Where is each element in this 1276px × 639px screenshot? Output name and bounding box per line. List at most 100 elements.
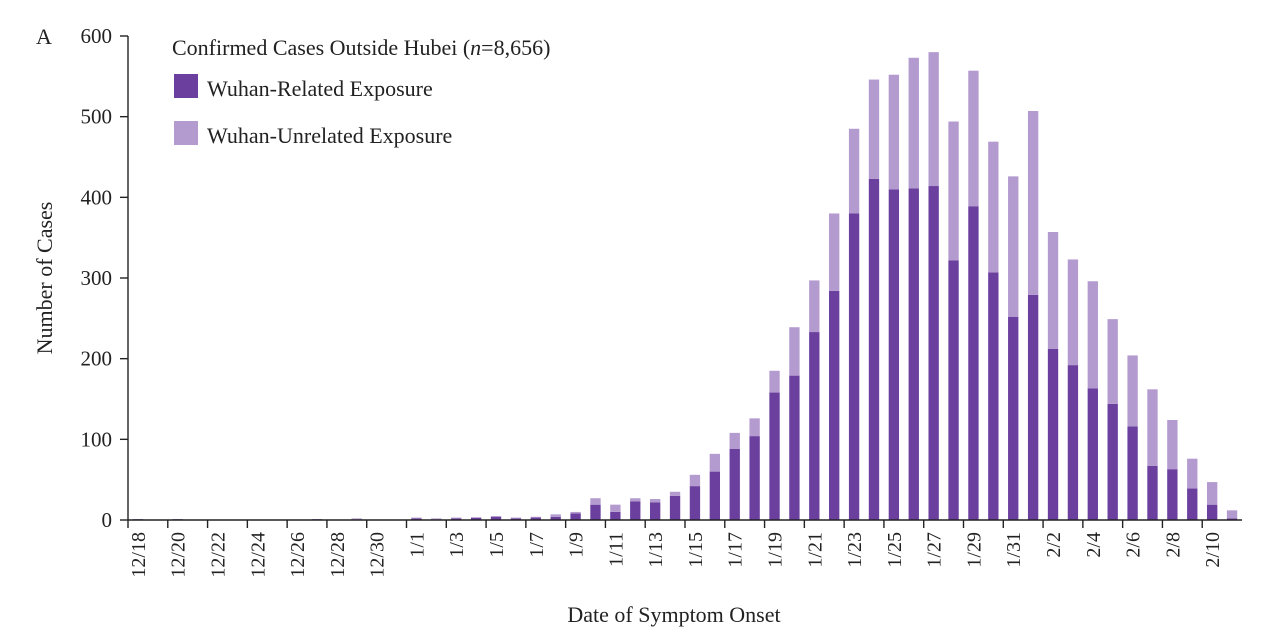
bar-related-1-16 — [709, 471, 721, 520]
y-tick-label: 500 — [81, 105, 113, 129]
bar-related-1-4 — [470, 517, 482, 520]
x-tick-label: 1/19 — [765, 532, 787, 568]
bar-related-1-20 — [789, 375, 800, 520]
legend-swatch-wuhan-unrelated — [174, 121, 198, 145]
bar-unrelated-1-18 — [749, 418, 760, 437]
bar-related-2-1 — [1027, 294, 1039, 520]
bar-related-1-6 — [510, 518, 522, 520]
x-tick-label: 1/11 — [605, 532, 627, 567]
bar-unrelated-2-5 — [1107, 319, 1118, 404]
bar-unrelated-1-29 — [968, 70, 979, 207]
bar-unrelated-1-22 — [829, 213, 840, 291]
bar-related-1-26 — [908, 188, 919, 520]
bar-related-1-1 — [411, 518, 422, 520]
bar-related-1-27 — [928, 186, 939, 521]
bar-related-2-9 — [1187, 488, 1198, 520]
panel-label: A — [36, 24, 52, 49]
bar-unrelated-1-28 — [948, 121, 959, 261]
y-tick-label: 400 — [81, 185, 113, 209]
bar-unrelated-1-21 — [809, 280, 820, 333]
bars-group — [132, 52, 1238, 521]
y-tick-label: 200 — [81, 347, 113, 371]
y-tick-label: 600 — [81, 24, 113, 48]
bar-related-2-4 — [1087, 388, 1098, 520]
y-tick-label: 100 — [81, 427, 113, 451]
x-tick-label: 2/10 — [1202, 532, 1224, 568]
x-tick-label: 1/15 — [685, 532, 707, 568]
bar-unrelated-1-25 — [888, 74, 900, 190]
x-tick-label: 1/13 — [645, 532, 667, 568]
bar-unrelated-1-20 — [789, 327, 800, 376]
bar-related-1-31 — [1008, 316, 1019, 520]
x-axis: 12/18 12/20 12/22 12/24 12/26 12/28 12/30 1/1 1/… — [127, 519, 1242, 578]
bar-related-1-7 — [530, 517, 541, 520]
x-tick-label: 1/29 — [963, 532, 985, 568]
bar-unrelated-1-10 — [590, 498, 601, 505]
bar-unrelated-1-5 — [490, 515, 502, 517]
bar-related-1-8 — [550, 516, 561, 520]
x-tick-label: 12/20 — [168, 532, 190, 578]
bar-related-1-25 — [888, 189, 900, 520]
bar-related-1-19 — [769, 392, 780, 520]
bar-unrelated-2-4 — [1087, 281, 1098, 389]
bar-unrelated-1-15 — [689, 474, 701, 487]
bar-unrelated-2-7 — [1147, 389, 1158, 466]
bar-related-1-15 — [689, 486, 701, 520]
y-axis: 0 100 200 300 400 500 600 — [81, 24, 129, 532]
bar-unrelated-2-6 — [1127, 355, 1138, 427]
bar-related-1-13 — [649, 502, 661, 520]
bar-related-2-8 — [1167, 469, 1178, 520]
bar-related-1-5 — [490, 516, 502, 520]
bar-unrelated-1-1 — [411, 517, 422, 519]
x-tick-label: 1/25 — [884, 532, 906, 568]
bar-related-2-6 — [1127, 426, 1138, 520]
bar-unrelated-1-11 — [610, 504, 621, 512]
bar-related-1-11 — [610, 511, 621, 520]
x-tick-label: 1/5 — [486, 532, 508, 558]
x-tick-label: 1/23 — [844, 532, 866, 568]
x-tick-label: 2/8 — [1162, 532, 1184, 558]
x-tick-label: 1/27 — [924, 532, 946, 568]
bar-unrelated-2-8 — [1167, 419, 1178, 470]
x-tick-label: 1/21 — [804, 532, 826, 568]
x-tick-label: 2/2 — [1043, 532, 1065, 558]
x-tick-label: 1/9 — [566, 532, 588, 558]
bar-unrelated-1-17 — [729, 432, 740, 450]
bar-related-1-23 — [848, 213, 860, 520]
x-axis-label: Date of Symptom Onset — [567, 602, 780, 627]
bar-related-1-3 — [451, 518, 462, 520]
bar-related-2-3 — [1067, 365, 1079, 520]
bar-unrelated-1-26 — [908, 57, 919, 189]
bar-unrelated-2-1 — [1027, 111, 1039, 295]
bar-unrelated-1-19 — [769, 370, 780, 393]
bar-related-1-10 — [590, 504, 601, 520]
y-tick-label: 0 — [102, 508, 113, 532]
bar-unrelated-2-9 — [1187, 458, 1198, 489]
bar-related-1-29 — [968, 206, 979, 520]
y-tick-label: 300 — [81, 266, 113, 290]
bar-related-1-9 — [570, 513, 581, 520]
bar-unrelated-1-12 — [630, 498, 641, 502]
x-tick-label: 12/18 — [128, 532, 150, 578]
bar-unrelated-1-31 — [1008, 176, 1019, 317]
bar-related-1-28 — [948, 260, 959, 520]
chart-title-prefix: Confirmed Cases Outside Hubei ( — [172, 35, 470, 60]
x-tick-label: 1/3 — [446, 532, 468, 558]
bar-unrelated-1-3 — [451, 517, 462, 519]
bar-unrelated-1-6 — [510, 517, 522, 519]
bar-unrelated-12-29 — [351, 518, 362, 520]
bar-related-2-2 — [1047, 348, 1059, 520]
bar-unrelated-2-3 — [1067, 259, 1079, 366]
chart-title: Confirmed Cases Outside Hubei (n=8,656) — [172, 35, 550, 60]
bar-unrelated-1-16 — [709, 453, 721, 472]
bar-related-1-24 — [868, 178, 880, 520]
x-tick-label: 12/24 — [247, 532, 269, 578]
bar-unrelated-1-7 — [530, 516, 541, 518]
bar-related-1-30 — [988, 272, 999, 520]
bar-related-1-17 — [729, 449, 740, 520]
chart-title-n: n — [470, 35, 481, 60]
x-tick-label: 1/1 — [406, 532, 428, 558]
chart-title-suffix: =8,656) — [481, 35, 550, 60]
bar-unrelated-1-27 — [928, 52, 939, 187]
